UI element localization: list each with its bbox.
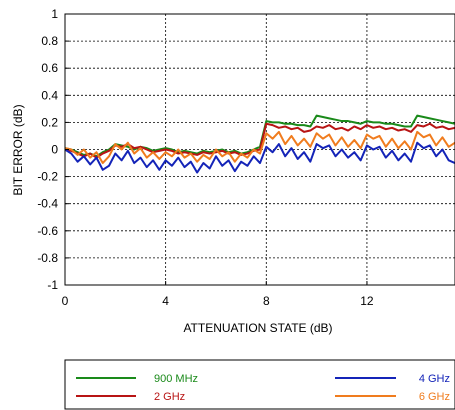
y-tick-label: 0.6 [41,61,58,75]
legend: 900 MHz 2 GHz 4 GHz 6 GHz [76,373,450,403]
x-tick-label: 12 [360,294,374,308]
y-tick-label: 0.2 [41,115,58,129]
series-line-3 [65,141,455,174]
legend-label: 2 GHz [154,391,185,403]
x-tick-label: 0 [62,294,69,308]
y-tick-label: -0.2 [37,170,58,184]
x-tick-labels: 0 4 8 12 [62,294,374,308]
ticks [64,13,368,286]
legend-label: 900 MHz [154,373,198,385]
y-tick-label: 0.4 [41,88,58,102]
y-tick-label: 0.8 [41,34,58,48]
legend-label: 6 GHz [419,391,450,403]
y-tick-labels: 1 0.8 0.6 0.4 0.2 0 -0.2 -0.4 -0.6 -0.8 -1 [37,7,58,292]
legend-box [64,359,455,410]
y-tick-label: -1 [47,278,58,292]
y-tick-label: -0.4 [37,197,58,211]
y-tick-label: 1 [51,7,58,21]
y-tick-label: -0.8 [37,251,58,265]
y-axis-label: BIT ERROR (dB) [11,104,25,195]
x-axis-label: ATTENUATION STATE (dB) [183,321,332,335]
y-tick-label: -0.6 [37,224,58,238]
y-tick-label: 0 [51,143,58,157]
legend-label: 4 GHz [419,373,450,385]
x-tick-label: 8 [263,294,270,308]
series-line-4 [65,130,455,165]
grid [64,13,455,286]
x-tick-label: 4 [162,294,169,308]
series-lines [65,114,455,174]
